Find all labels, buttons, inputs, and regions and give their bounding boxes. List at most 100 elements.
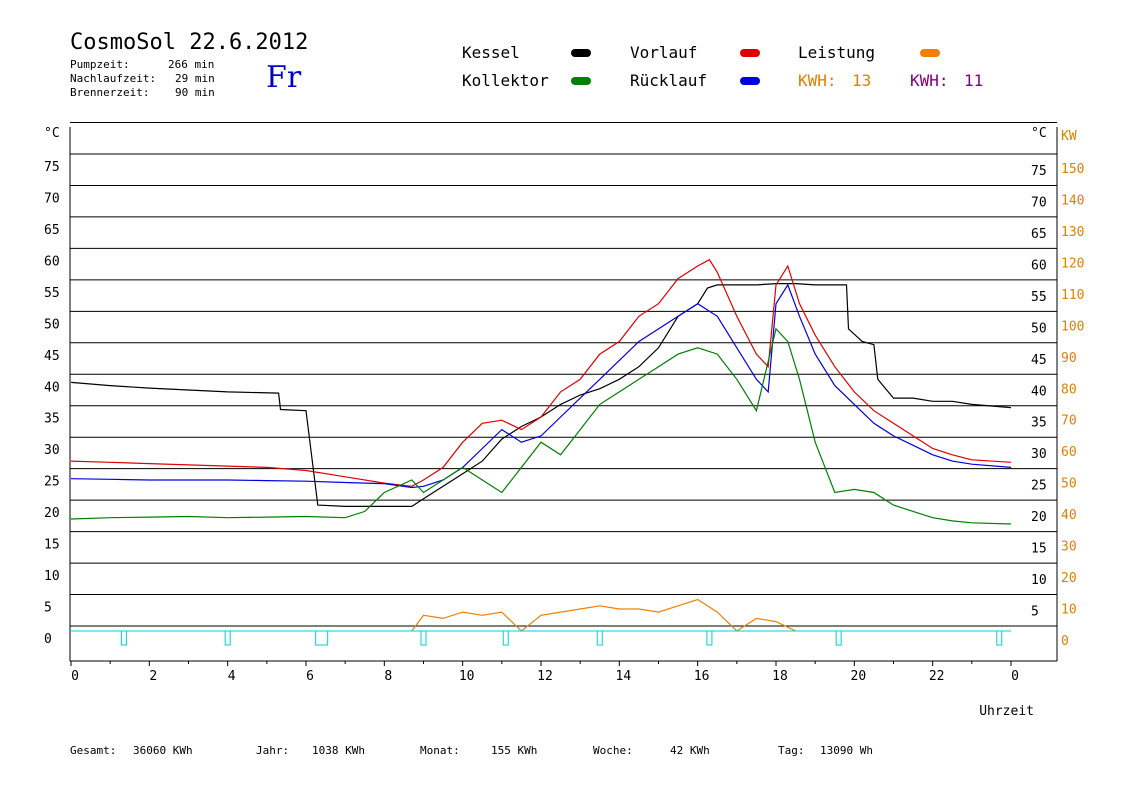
pump-marker: [996, 630, 1003, 646]
y-axis-label-kw: KW: [1061, 129, 1077, 144]
y-tick-right: 10: [1031, 573, 1047, 588]
series-line-kessel: [70, 283, 1012, 507]
y-tick-left: 35: [44, 412, 60, 427]
legend-swatch-ruecklauf: [740, 77, 760, 85]
y-tick-kw: 80: [1061, 382, 1077, 397]
y-axis-label-right: °C: [1031, 126, 1047, 141]
legend-label-kollektor: Kollektor: [462, 71, 549, 90]
y-tick-kw: 120: [1061, 256, 1084, 271]
y-tick-kw: 140: [1061, 193, 1084, 208]
y-tick-kw: 150: [1061, 162, 1084, 177]
footer-gesamt-label: Gesamt:: [70, 744, 117, 757]
pump-marker: [835, 630, 842, 646]
stat-value-pumpzeit: 266 min: [168, 58, 215, 71]
y-tick-kw: 90: [1061, 351, 1077, 366]
footer-jahr-value: 1038 KWh: [312, 744, 365, 757]
y-tick-left: 40: [44, 380, 60, 395]
pump-marker: [315, 630, 329, 646]
y-tick-left: 45: [44, 349, 60, 364]
y-tick-left: 15: [44, 538, 60, 553]
y-tick-right: 55: [1031, 290, 1047, 305]
footer-jahr-label: Jahr:: [256, 744, 290, 757]
y-tick-right: 15: [1031, 542, 1047, 557]
legend-swatch-leistung: [920, 49, 940, 57]
y-tick-kw: 30: [1061, 540, 1077, 555]
y-tick-right: 65: [1031, 227, 1047, 242]
footer-gesamt-value: 36060 KWh: [133, 744, 193, 757]
y-tick-left: 70: [44, 191, 60, 206]
stat-label-nachlaufzeit: Nachlaufzeit:: [70, 72, 157, 85]
x-tick-label: 10: [459, 669, 475, 684]
chart-grid: [70, 122, 1057, 627]
y-tick-right: 40: [1031, 384, 1047, 399]
y-tick-right: 50: [1031, 321, 1047, 336]
chart-ticks: °C °C KW0510152025303540455055606570755101…: [44, 126, 1084, 719]
x-tick-label: 12: [537, 669, 553, 684]
stat-value-nachlaufzeit: 29 min: [175, 72, 215, 85]
pump-marker: [706, 630, 713, 646]
legend-swatch-kessel: [571, 49, 591, 57]
x-tick-label: 20: [851, 669, 867, 684]
kwh-value-2: 11: [964, 71, 984, 90]
y-tick-right: 20: [1031, 510, 1047, 525]
pump-marker: [224, 630, 231, 646]
y-tick-kw: 10: [1061, 603, 1077, 618]
y-tick-kw: 70: [1061, 414, 1077, 429]
legend-swatch-kollektor: [571, 77, 591, 85]
x-tick-label: 8: [384, 669, 392, 684]
weekday-label: Fr: [266, 60, 302, 95]
y-axis-label-left: °C: [44, 126, 60, 141]
y-tick-kw: 0: [1061, 634, 1069, 649]
x-tick-label: 2: [149, 669, 157, 684]
legend-label-ruecklauf: Rücklauf: [630, 71, 708, 90]
y-tick-kw: 60: [1061, 445, 1077, 460]
y-tick-left: 25: [44, 475, 60, 490]
x-tick-label: 0: [71, 669, 79, 684]
x-tick-label: 0: [1011, 669, 1019, 684]
y-tick-kw: 100: [1061, 319, 1084, 334]
y-tick-kw: 130: [1061, 225, 1084, 240]
footer-monat-label: Monat:: [420, 744, 460, 757]
footer-tag-value: 13090 Wh: [820, 744, 873, 757]
chart-axes: [69, 127, 1058, 662]
y-tick-right: 30: [1031, 447, 1047, 462]
footer-tag-label: Tag:: [778, 744, 805, 757]
chart-title: CosmoSol 22.6.2012: [70, 30, 309, 55]
chart-series: [70, 258, 1012, 632]
y-tick-kw: 110: [1061, 288, 1084, 303]
pump-marker: [596, 630, 603, 646]
y-tick-kw: 50: [1061, 477, 1077, 492]
y-tick-left: 0: [44, 632, 52, 647]
series-line-rücklauf: [70, 283, 1012, 489]
y-tick-left: 20: [44, 506, 60, 521]
stat-label-pumpzeit: Pumpzeit:: [70, 58, 130, 71]
footer-woche-value: 42 KWh: [670, 744, 710, 757]
series-line-vorlauf: [70, 258, 1012, 487]
pump-markers: [70, 630, 1011, 646]
pump-marker: [120, 630, 127, 646]
legend-label-kessel: Kessel: [462, 43, 520, 62]
y-tick-left: 55: [44, 286, 60, 301]
x-tick-label: 22: [929, 669, 945, 684]
footer-woche-label: Woche:: [593, 744, 633, 757]
legend-swatch-vorlauf: [740, 49, 760, 57]
legend-label-leistung: Leistung: [798, 43, 876, 62]
y-tick-right: 70: [1031, 195, 1047, 210]
kwh-label-1: KWH:: [798, 71, 837, 90]
y-tick-left: 5: [44, 601, 52, 616]
y-tick-right: 25: [1031, 479, 1047, 494]
y-tick-left: 30: [44, 443, 60, 458]
y-tick-left: 50: [44, 317, 60, 332]
x-tick-label: 4: [228, 669, 236, 684]
x-tick-label: 6: [306, 669, 314, 684]
y-tick-right: 35: [1031, 416, 1047, 431]
kwh-label-2: KWH:: [910, 71, 949, 90]
y-tick-right: 45: [1031, 353, 1047, 368]
x-tick-label: 16: [694, 669, 710, 684]
footer-monat-value: 155 KWh: [491, 744, 538, 757]
y-tick-right: 60: [1031, 258, 1047, 273]
y-tick-kw: 40: [1061, 508, 1077, 523]
pump-marker: [420, 630, 427, 646]
pump-marker: [502, 630, 509, 646]
y-tick-right: 5: [1031, 605, 1039, 620]
